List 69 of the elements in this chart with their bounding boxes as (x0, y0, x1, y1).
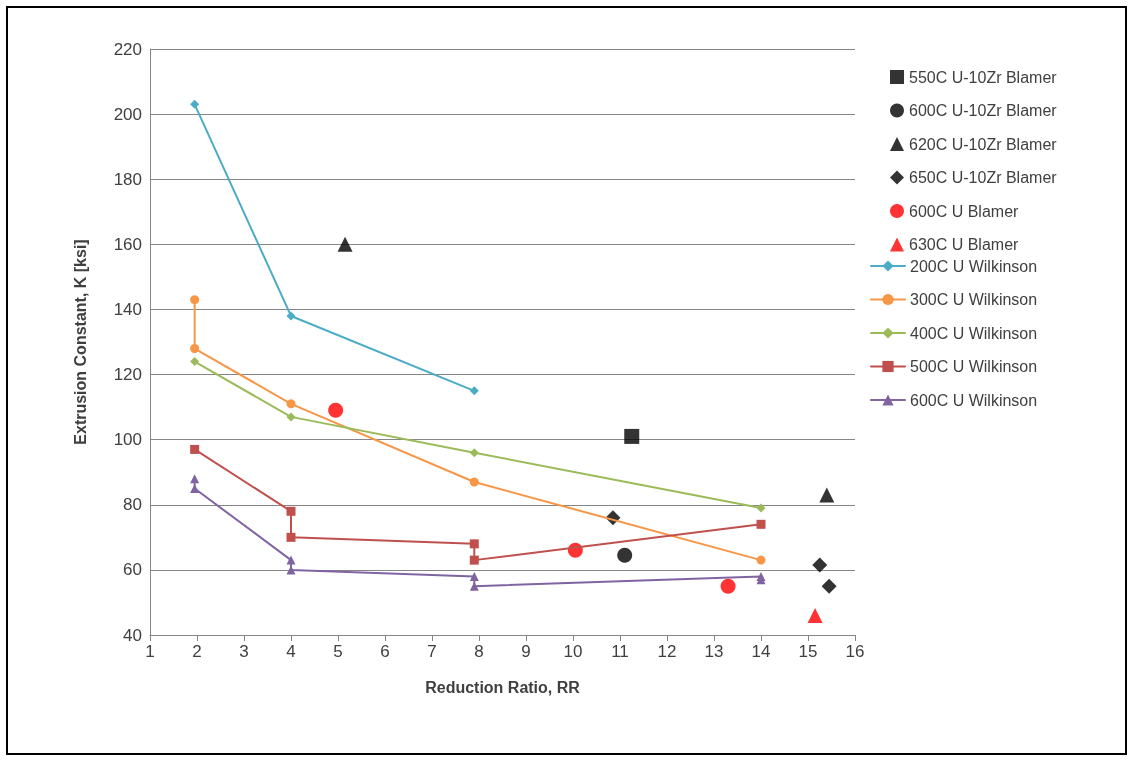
x-tick-label: 6 (380, 642, 390, 661)
x-tick-label: 13 (704, 642, 724, 661)
y-tick-label: 140 (113, 299, 142, 319)
point (821, 578, 837, 594)
x-tick-label: 7 (427, 642, 437, 661)
y-axis-title: Extrusion Constant, K [ksi] (71, 239, 89, 445)
point (286, 532, 296, 542)
point (819, 487, 835, 503)
legend-label: 600C U Blamer (909, 202, 1020, 220)
y-tick-label: 180 (113, 169, 142, 189)
y-tick-label: 220 (113, 39, 142, 59)
point (756, 503, 766, 513)
legend-label: 550C U-10Zr Blamer (909, 68, 1058, 86)
point (469, 477, 479, 487)
y-tick-label: 200 (113, 104, 142, 124)
x-tick-label: 11 (611, 642, 629, 661)
y-tick-label: 60 (123, 560, 142, 580)
point (190, 357, 200, 367)
x-tick-label: 12 (657, 642, 677, 661)
point (617, 547, 633, 563)
legend-label: 650C U-10Zr Blamer (909, 169, 1058, 186)
point (286, 412, 296, 422)
x-axis-title: Reduction Ratio, RR (425, 678, 581, 696)
legend-label: 500C U Wilkinson (910, 358, 1038, 375)
point (337, 236, 353, 252)
point (328, 402, 344, 418)
point (469, 571, 479, 581)
point (624, 428, 640, 444)
y-tick-label: 120 (113, 365, 142, 385)
y-tick-label: 100 (113, 430, 142, 450)
x-tick-label: 14 (751, 642, 771, 661)
point (190, 295, 200, 305)
x-tick-label: 1 (145, 642, 155, 661)
x-tick-label: 9 (521, 642, 531, 661)
point (469, 555, 479, 565)
legend-label: 400C U Wilkinson (910, 324, 1038, 342)
point (756, 519, 766, 529)
x-tick-label: 8 (474, 642, 484, 661)
point (286, 311, 296, 321)
x-tick-label: 4 (286, 642, 296, 661)
point (286, 399, 296, 409)
point (469, 448, 479, 458)
x-tick-label: 2 (192, 642, 202, 661)
legend-label: 300C U Wilkinson (910, 291, 1038, 308)
x-tick-label: 3 (239, 642, 249, 661)
legend-label: 600C U Wilkinson (910, 391, 1038, 409)
x-tick-label: 16 (845, 642, 865, 661)
y-tick-label: 160 (113, 234, 142, 254)
point (469, 539, 479, 549)
point (756, 555, 766, 565)
point (190, 344, 200, 354)
point (720, 578, 736, 594)
point (812, 557, 828, 573)
x-tick-label: 15 (798, 642, 818, 661)
point (286, 506, 296, 516)
legend-label: 600C U-10Zr Blamer (909, 102, 1058, 119)
point (190, 99, 200, 109)
legend-label: 620C U-10Zr Blamer (909, 135, 1058, 153)
x-tick-label: 10 (563, 642, 583, 661)
point (469, 386, 479, 396)
y-tick-label: 80 (123, 495, 142, 515)
y-tick-label: 40 (123, 625, 142, 645)
legend-label: 630C U Blamer (909, 236, 1020, 253)
point (807, 607, 823, 623)
point (190, 444, 200, 454)
x-tick-label: 5 (333, 642, 343, 661)
point (286, 555, 296, 565)
legend-label: 200C U Wilkinson (910, 257, 1038, 275)
point (190, 484, 200, 493)
